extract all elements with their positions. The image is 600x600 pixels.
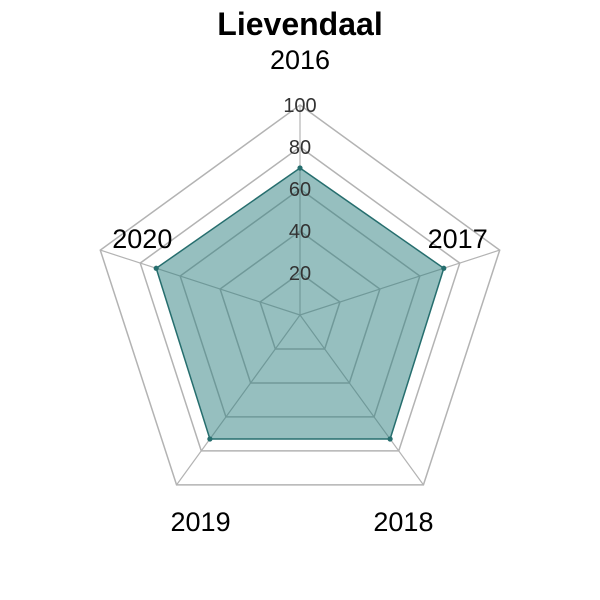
axis-label-2020: 2020 (112, 224, 172, 254)
r-tick-label: 80 (289, 137, 311, 159)
series-area-0 (155, 167, 445, 440)
data-layer (153, 165, 447, 442)
data-point-2019 (207, 436, 213, 442)
r-tick-label: 40 (289, 221, 311, 243)
data-point-2017 (441, 265, 447, 271)
grid-ring-80 (139, 146, 461, 452)
axis-label-2017: 2017 (428, 224, 488, 254)
axis-label-2019: 2019 (171, 507, 231, 537)
axis-label-2016: 2016 (270, 45, 330, 75)
axis-label-2018: 2018 (373, 507, 433, 537)
chart-title: Lievendaal (217, 6, 382, 42)
r-tick-label: 100 (283, 95, 316, 117)
tick-label-layer: 20 40 60 80 100 (283, 95, 316, 285)
r-tick-label: 20 (289, 263, 311, 285)
data-point-2020 (153, 265, 159, 271)
r-tick-label: 60 (289, 179, 311, 201)
grid-ring-100 (99, 104, 501, 486)
data-point-2018 (387, 436, 393, 442)
data-point-2016 (297, 165, 303, 171)
axis-label-layer: 2016 2017 2018 2019 2020 (112, 45, 487, 537)
